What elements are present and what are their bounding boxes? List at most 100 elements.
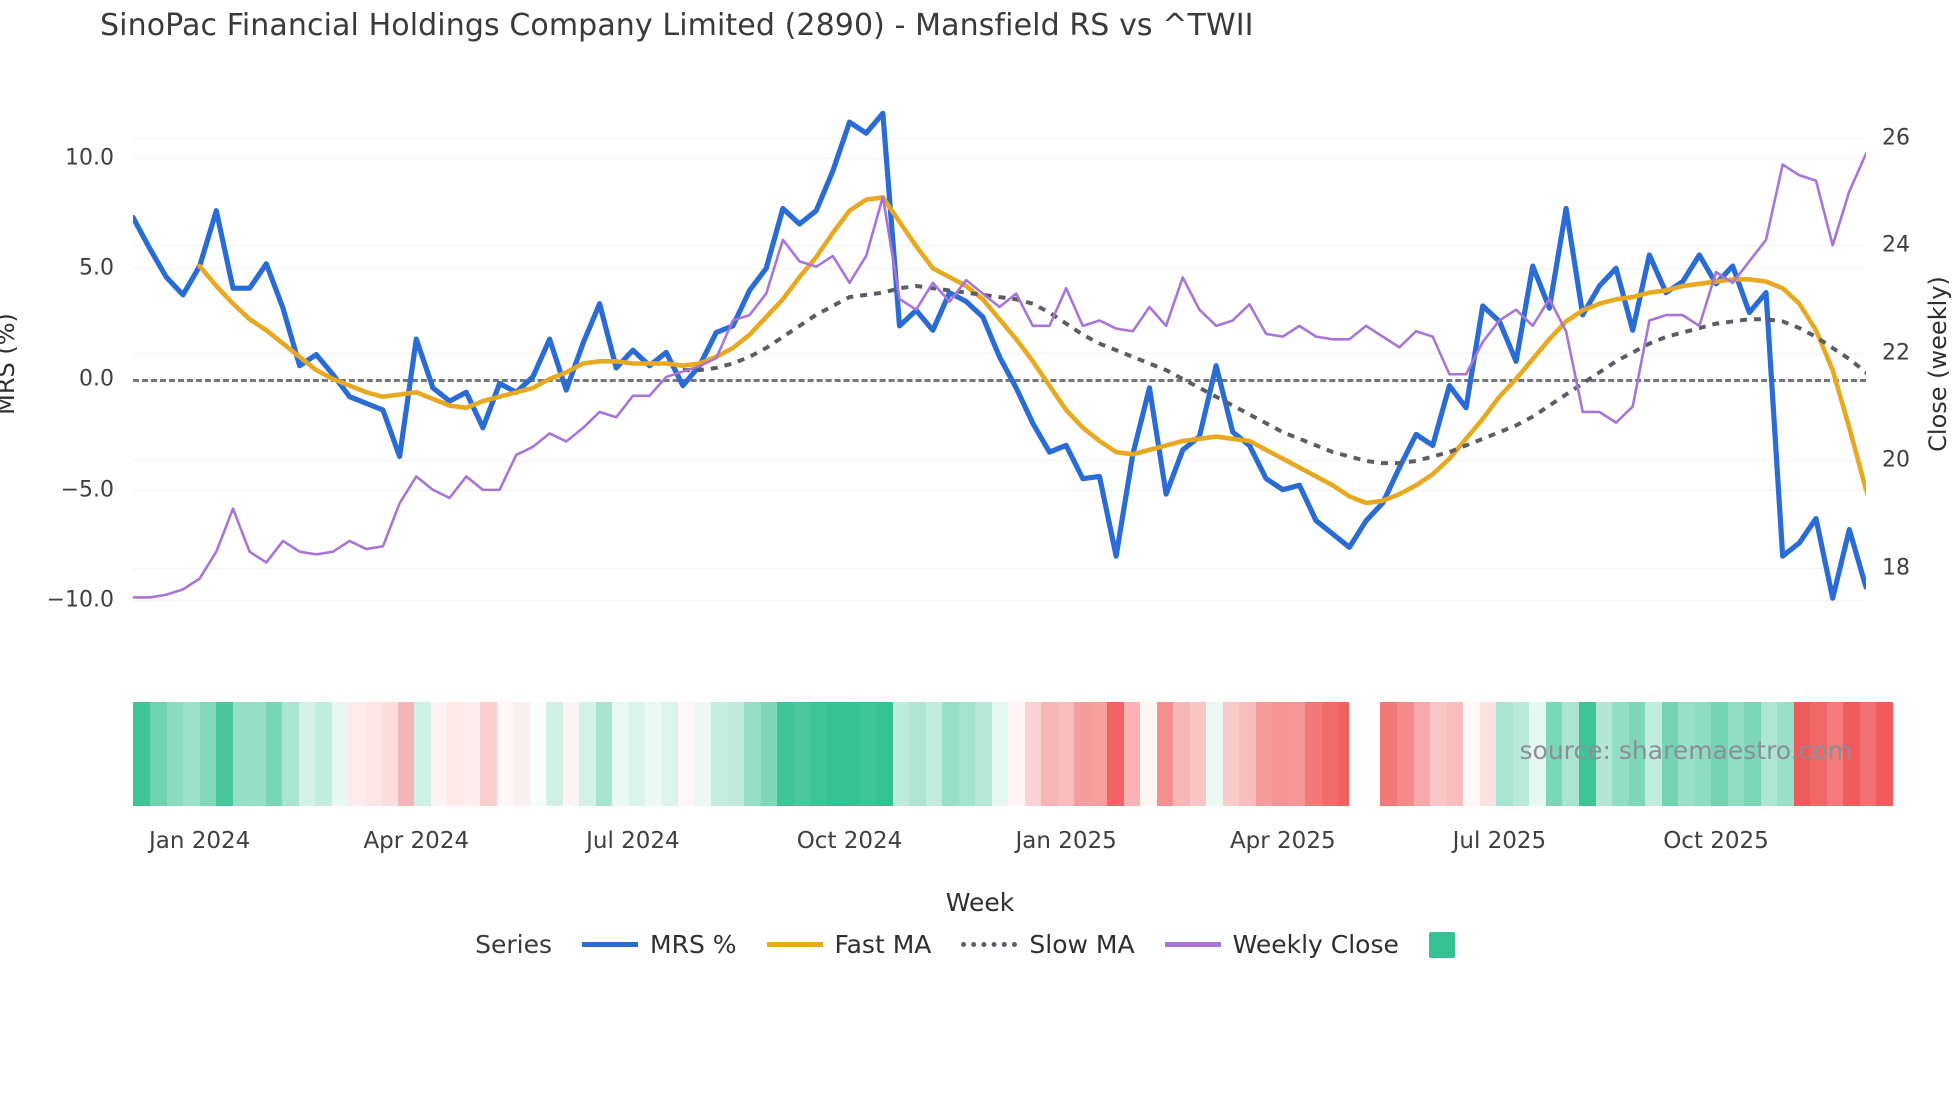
chart-title: SinoPac Financial Holdings Company Limit… xyxy=(100,8,1254,43)
legend-item-weekly-close[interactable]: Weekly Close xyxy=(1164,930,1399,959)
heatmap-cell xyxy=(347,702,365,806)
y-tick-right: 18 xyxy=(1882,555,1910,581)
heatmap-cell xyxy=(1304,702,1322,806)
y-tick-right: 22 xyxy=(1882,340,1910,366)
heatmap-cell xyxy=(380,702,398,806)
heatmap-cell xyxy=(710,702,728,806)
heatmap-cell xyxy=(1271,702,1289,806)
heatmap-cell xyxy=(1512,702,1530,806)
heatmap-cell xyxy=(1139,702,1157,806)
legend-item-slow-ma[interactable]: Slow MA xyxy=(961,930,1135,959)
heatmap-cell xyxy=(892,702,910,806)
gridline xyxy=(133,600,1866,602)
heatmap-cell xyxy=(1413,702,1431,806)
zero-reference-line xyxy=(133,379,1866,382)
heatmap-cell xyxy=(1594,702,1612,806)
x-tick-label: Oct 2025 xyxy=(1663,828,1769,854)
heatmap-cell xyxy=(760,702,778,806)
heatmap-cell xyxy=(1693,702,1712,806)
series-line-slow-ma xyxy=(682,284,1866,466)
gridline xyxy=(133,268,1866,270)
legend-label: Weekly Close xyxy=(1232,930,1399,959)
heatmap-cell xyxy=(1627,702,1646,806)
heatmap-cell xyxy=(1337,702,1350,806)
y-tick-left: 10.0 xyxy=(65,145,114,171)
heatmap-cell xyxy=(1222,702,1240,806)
x-tick-label: Jan 2024 xyxy=(148,828,251,854)
series-layer xyxy=(133,110,1866,601)
heatmap-cell xyxy=(1479,702,1497,806)
mrs-heatmap-strip: source: sharemaestro.com xyxy=(133,702,1893,806)
heatmap-cell xyxy=(1205,702,1223,806)
heatmap-cell xyxy=(166,702,184,806)
heatmap-cell xyxy=(413,702,431,806)
heatmap-cell xyxy=(925,702,943,806)
heatmap-cell xyxy=(1726,702,1745,806)
gridline-right xyxy=(133,137,1866,139)
heatmap-cell xyxy=(1677,702,1695,806)
heatmap-cell xyxy=(1024,702,1042,806)
chart-legend: Series MRS % Fast MA Slow MA Weekly Close xyxy=(0,930,1960,959)
heatmap-cell xyxy=(397,702,415,806)
heatmap-cell xyxy=(1710,702,1728,806)
legend-item-swatch[interactable] xyxy=(1428,931,1455,958)
heatmap-cell xyxy=(1396,702,1414,806)
heatmap-cell xyxy=(644,702,662,806)
heatmap-cell xyxy=(463,702,481,806)
heatmap-cell xyxy=(974,702,992,806)
y-tick-left: 0.0 xyxy=(79,366,114,392)
y-tick-right: 24 xyxy=(1882,232,1910,258)
heatmap-cell xyxy=(1380,702,1398,806)
heatmap-cell xyxy=(1545,702,1563,806)
heatmap-cell xyxy=(793,702,811,806)
heatmap-cell xyxy=(727,702,745,806)
heatmap-cell xyxy=(1528,702,1546,806)
heatmap-cell xyxy=(446,702,464,806)
heatmap-cell xyxy=(1842,702,1860,806)
heatmap-cell xyxy=(578,702,596,806)
x-tick-label: Jul 2025 xyxy=(1452,828,1547,854)
heatmap-cell xyxy=(1792,702,1811,806)
heatmap-cell xyxy=(611,702,629,806)
heatmap-cell xyxy=(1875,702,1893,806)
heatmap-cell xyxy=(875,702,893,806)
heatmap-cell xyxy=(776,702,794,806)
heatmap-cell xyxy=(1776,702,1794,806)
heatmap-cell xyxy=(1611,702,1629,806)
heatmap-cell xyxy=(182,702,200,806)
heatmap-cell xyxy=(958,702,976,806)
heatmap-cell xyxy=(529,702,547,806)
heatmap-cell xyxy=(1809,702,1827,806)
heatmap-cell xyxy=(743,702,761,806)
y-tick-left: 5.0 xyxy=(79,255,114,281)
heatmap-cell xyxy=(1759,702,1778,806)
heatmap-cell xyxy=(1858,702,1877,806)
heatmap-cell xyxy=(826,702,844,806)
x-tick-label: Jan 2025 xyxy=(1015,828,1117,854)
legend-item-fast-ma[interactable]: Fast MA xyxy=(766,930,931,959)
x-tick-label: Oct 2024 xyxy=(796,828,903,854)
series-line-fast-ma xyxy=(197,195,1866,506)
plot-inner xyxy=(133,100,1866,627)
gridline xyxy=(133,157,1866,159)
gridline-right xyxy=(133,245,1866,247)
heatmap-cell xyxy=(1123,702,1141,806)
heatmap-cell xyxy=(1743,702,1761,806)
y-tick-right: 20 xyxy=(1882,447,1910,473)
heatmap-cell xyxy=(1321,702,1339,806)
heatmap-cell xyxy=(859,702,877,806)
legend-label: Slow MA xyxy=(1029,930,1135,959)
series-line-weekly-close xyxy=(133,151,1866,599)
heatmap-cell xyxy=(1644,702,1662,806)
heatmap-cell xyxy=(1255,702,1273,806)
legend-line-swatch xyxy=(766,942,823,947)
heatmap-cell xyxy=(1238,702,1256,806)
legend-item-mrs[interactable]: MRS % xyxy=(582,930,737,959)
gridline-right xyxy=(133,460,1866,462)
heatmap-cell xyxy=(1825,702,1844,806)
heatmap-cell xyxy=(677,702,695,806)
heatmap-cell xyxy=(133,702,151,806)
legend-line-swatch xyxy=(582,942,639,947)
heatmap-cell xyxy=(941,702,959,806)
heatmap-cell xyxy=(298,702,316,806)
